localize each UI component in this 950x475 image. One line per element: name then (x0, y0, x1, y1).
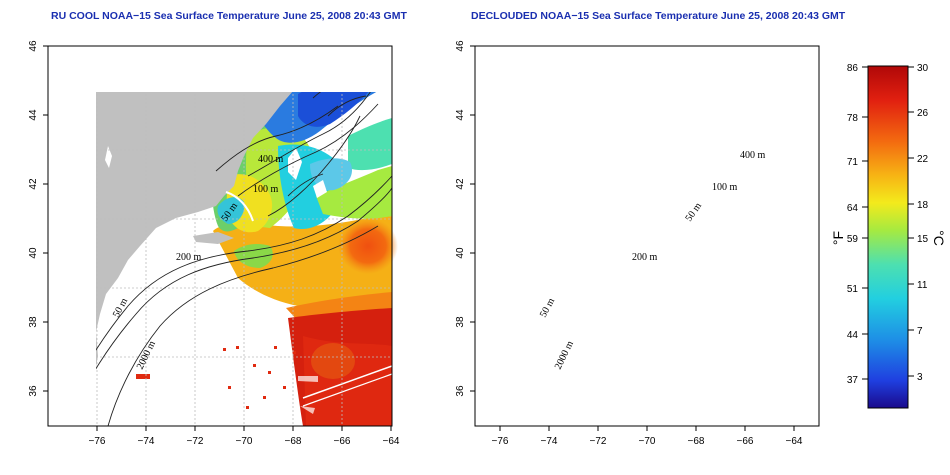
colorbar-c-tick-30: 30 (917, 63, 929, 74)
colorbar-f-tick-37: 37 (847, 375, 859, 386)
colorbar-c-tick-15: 15 (917, 234, 929, 245)
left-lon-tick-74: −74 (138, 436, 155, 447)
left-lon-tick-68: −68 (285, 436, 302, 447)
colorbar-f-tick-59: 59 (847, 234, 859, 245)
right-lon-tick-76: −76 (492, 436, 509, 447)
right-lon-tick-72: −72 (590, 436, 607, 447)
colorbar-c-tick-3: 3 (917, 372, 923, 383)
left-lat-tick-38: 38 (28, 316, 39, 328)
right-lon-tick-74: −74 (541, 436, 558, 447)
left-lat-tick-42: 42 (28, 178, 39, 190)
colorbar-f-tick-71: 71 (847, 157, 859, 168)
colorbar-c-tick-11: 11 (917, 280, 928, 291)
colorbar-c-tick-22: 22 (917, 154, 929, 165)
right-lat-tick-38: 38 (455, 316, 466, 328)
colorbar-f-tick-78: 78 (847, 113, 859, 124)
left-contour-label-200m: 200 m (176, 252, 202, 263)
left-lat-tick-44: 44 (28, 109, 39, 121)
colorbar-gradient (867, 65, 909, 409)
right-map-background (475, 46, 819, 426)
colorbar-c-tick-26: 26 (917, 108, 929, 119)
right-lat-tick-42: 42 (455, 178, 466, 190)
colorbar-f-tick-51: 51 (847, 284, 859, 295)
colorbar-f-tick-44: 44 (847, 330, 859, 341)
left-panel-title: RU COOL NOAA−15 Sea Surface Temperature … (51, 10, 407, 22)
left-map-frame (47, 45, 393, 427)
left-map-panel: 400 m 100 m 50 m 200 m 50 m 2000 m −76 −… (28, 40, 400, 447)
right-lat-tick-36: 36 (455, 385, 466, 397)
right-lon-tick-68: −68 (688, 436, 705, 447)
colorbar: 86 78 71 64 59 51 44 37 30 26 22 18 15 1… (830, 63, 947, 409)
right-contour-label-200m: 200 m (632, 252, 658, 263)
left-lat-tick-46: 46 (28, 40, 39, 52)
right-contour-label-400m: 400 m (740, 150, 766, 161)
colorbar-f-tick-64: 64 (847, 203, 859, 214)
left-contour-label-100m: 100 m (253, 184, 279, 195)
left-lon-tick-76: −76 (89, 436, 106, 447)
right-panel-title: DECLOUDED NOAA−15 Sea Surface Temperatur… (471, 10, 846, 22)
left-lat-tick-36: 36 (28, 385, 39, 397)
colorbar-c-tick-7: 7 (917, 326, 923, 337)
right-lat-tick-44: 44 (455, 109, 466, 121)
right-lon-tick-70: −70 (639, 436, 656, 447)
colorbar-f-tick-86: 86 (847, 63, 859, 74)
left-lon-tick-64: −64 (383, 436, 400, 447)
left-lon-tick-72: −72 (187, 436, 204, 447)
right-contour-label-100m: 100 m (712, 182, 738, 193)
left-lon-tick-70: −70 (236, 436, 253, 447)
colorbar-c-tick-18: 18 (917, 200, 929, 211)
left-lat-tick-40: 40 (28, 247, 39, 259)
colorbar-celsius-unit: °C (931, 230, 947, 246)
left-lon-tick-66: −66 (334, 436, 351, 447)
right-lon-tick-66: −66 (737, 436, 754, 447)
left-contour-label-400m: 400 m (258, 154, 284, 165)
right-lat-tick-40: 40 (455, 247, 466, 259)
right-map-panel: 400 m 100 m 50 m 200 m 50 m 2000 m −76 −… (455, 40, 820, 447)
colorbar-fahrenheit-unit: °F (830, 231, 846, 245)
right-lat-tick-46: 46 (455, 40, 466, 52)
right-lon-tick-64: −64 (786, 436, 803, 447)
